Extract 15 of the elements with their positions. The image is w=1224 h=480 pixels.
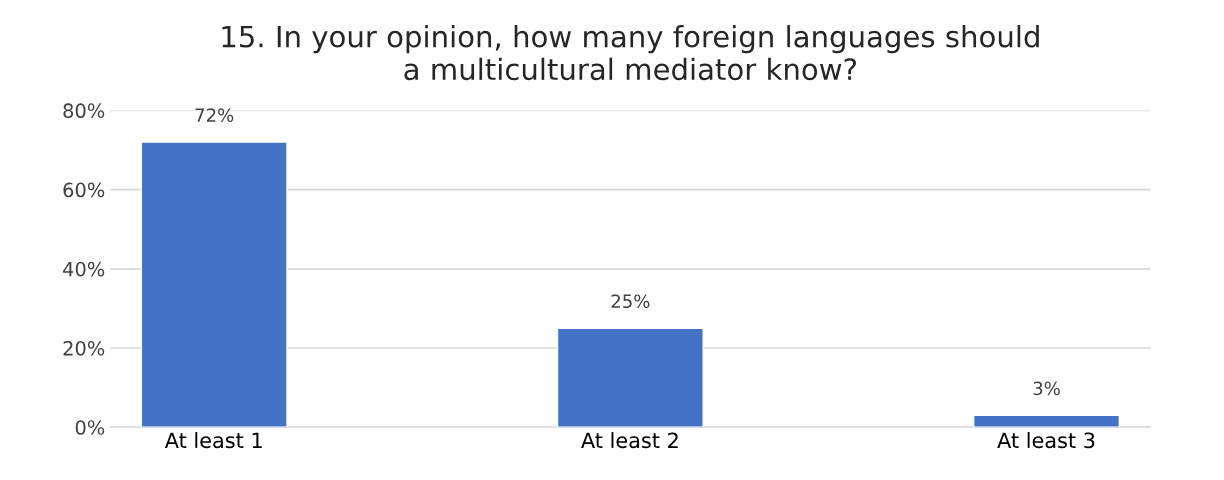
- bar: [972, 414, 1121, 428]
- bar: [556, 327, 704, 428]
- x-tick-label: At least 2: [581, 432, 678, 449]
- y-tick-label: 60%: [63, 182, 105, 198]
- y-tick-label: 40%: [63, 261, 105, 277]
- y-tick-label: 0%: [75, 420, 105, 435]
- y-tick-label: 20%: [63, 340, 105, 356]
- bar: [140, 141, 288, 428]
- x-tick-label: At least 1: [164, 432, 262, 449]
- chart-title: 15. In your opinion, how many foreign languages should a multicultural mediator know?: [222, 25, 1039, 81]
- x-tick-label: At least 3: [997, 432, 1095, 449]
- y-tick-label: 80%: [63, 103, 105, 119]
- data-label: 25%: [611, 294, 650, 309]
- data-label: 3%: [1033, 381, 1060, 396]
- data-label: 72%: [195, 108, 234, 122]
